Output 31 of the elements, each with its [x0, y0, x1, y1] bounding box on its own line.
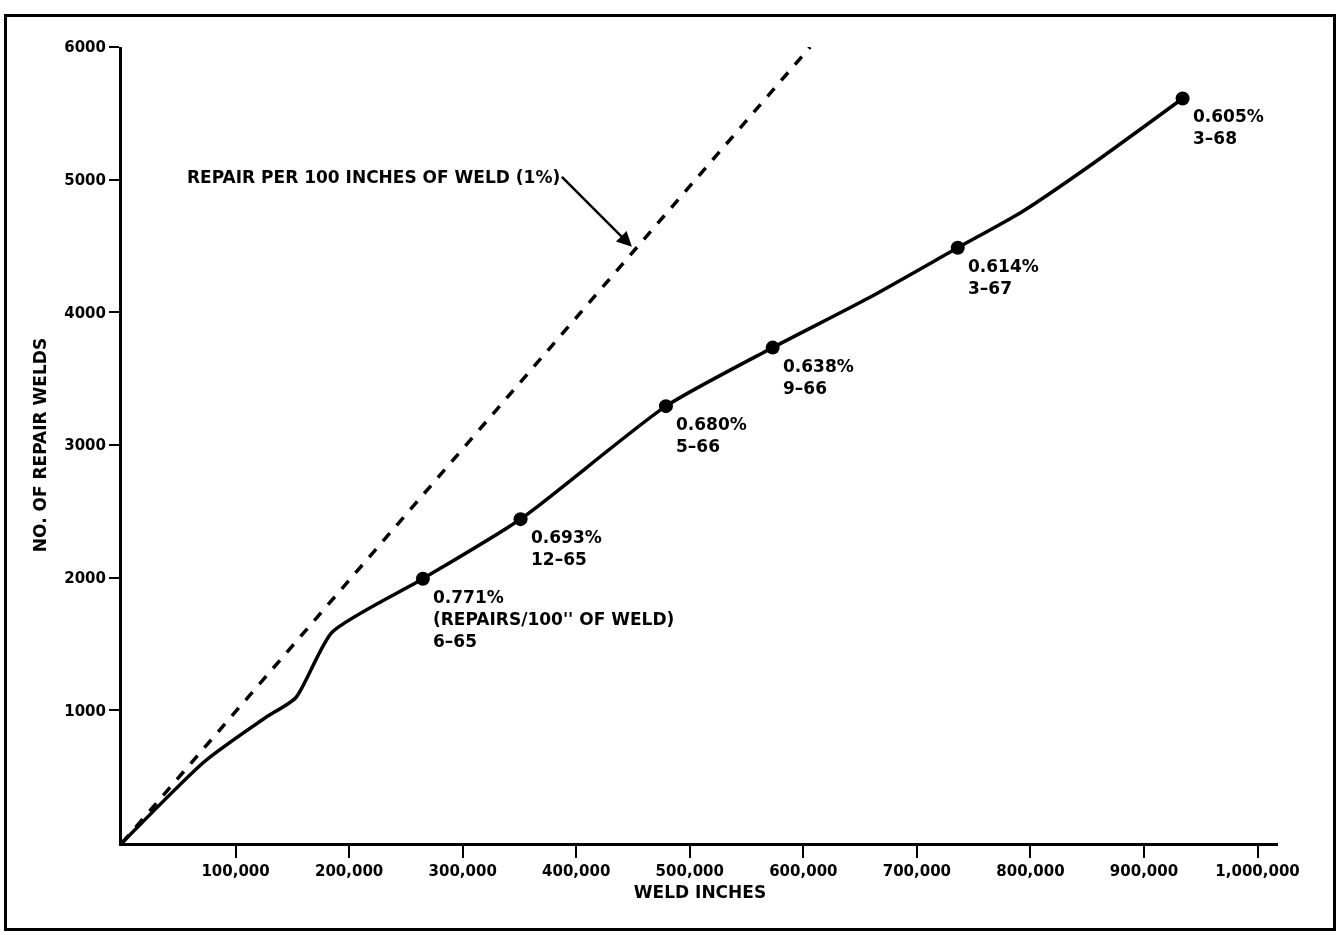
x-tick-label: 300,000	[428, 862, 497, 880]
y-axis-title: NO. OF REPAIR WELDS	[29, 337, 50, 553]
point	[1175, 91, 1190, 106]
x-tick-label: 800,000	[996, 862, 1065, 880]
point	[513, 512, 528, 527]
x-tick-label: 500,000	[655, 862, 724, 880]
x-tick-label: 600,000	[769, 862, 838, 880]
y-tick-label: 6000	[64, 38, 106, 57]
annotation: 0.605% 3–68	[1193, 106, 1264, 149]
x-tick-label: 1,000,000	[1215, 862, 1300, 880]
point	[950, 240, 965, 255]
y-tick-label: 3000	[64, 436, 106, 455]
x-tick-label: 200,000	[314, 862, 384, 880]
x-tick-label: 700,000	[882, 862, 952, 880]
x-tick-label: 400,000	[542, 862, 611, 880]
annotation: 0.693% 12–65	[531, 527, 602, 570]
x-axis-title: WELD INCHES	[633, 882, 767, 903]
x-tick-label: 900,000	[1109, 862, 1179, 880]
y-tick-label: 2000	[64, 568, 106, 587]
x-tick-label: 100,000	[201, 862, 270, 880]
annotation: 0.638% 9–66	[783, 356, 854, 399]
annotation: 0.771% (REPAIRS/100'' OF WELD) 6–65	[433, 587, 675, 652]
y-tick-label: 5000	[64, 170, 106, 189]
annotation: REPAIR PER 100 INCHES OF WELD (1%)	[187, 167, 561, 187]
y-tick-label: 4000	[64, 303, 106, 322]
point	[415, 571, 430, 586]
point	[658, 399, 673, 414]
annotation: 0.614% 3–67	[968, 256, 1039, 299]
annotation: 0.680% 5–66	[676, 414, 747, 457]
y-tick-label: 1000	[64, 701, 106, 720]
point	[765, 340, 780, 355]
